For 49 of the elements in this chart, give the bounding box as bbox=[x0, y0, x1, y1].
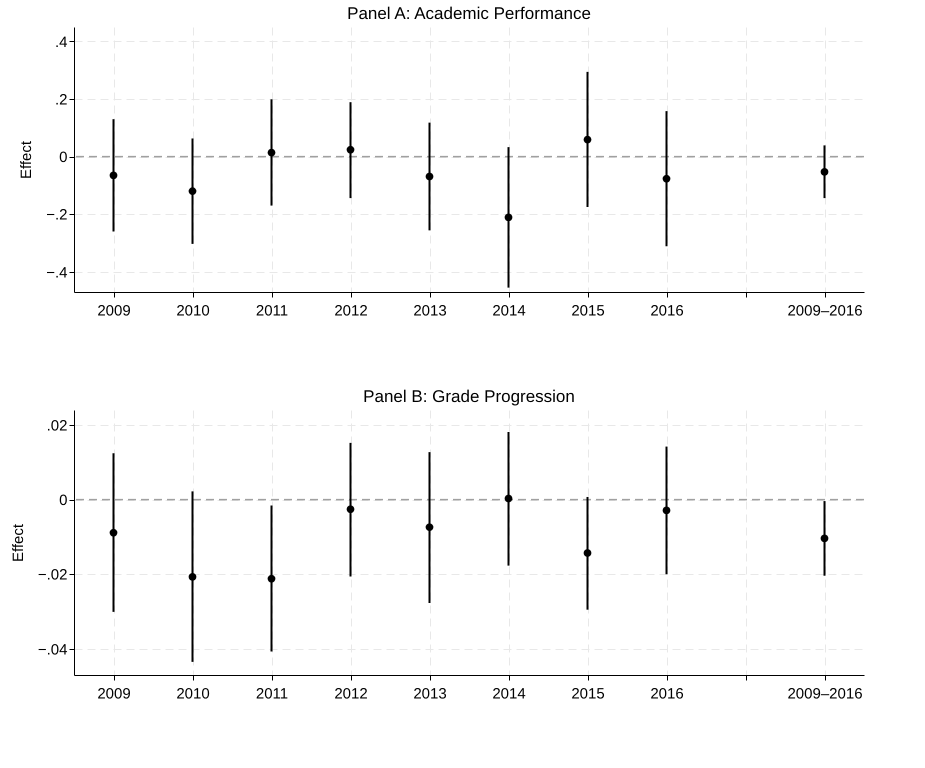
x-tick-label: 2016 bbox=[650, 686, 684, 702]
point bbox=[504, 494, 512, 502]
y-tick-label: −.02 bbox=[38, 566, 68, 584]
x-tick-label: 2012 bbox=[334, 302, 368, 320]
y-tick-label: −.4 bbox=[46, 264, 68, 282]
x-tick-label: 2013 bbox=[413, 302, 447, 320]
point bbox=[426, 172, 434, 180]
point bbox=[188, 572, 196, 581]
chart-title: Panel A: Academic Performance bbox=[347, 4, 591, 23]
point bbox=[584, 136, 592, 144]
x-tick-label: 2013 bbox=[413, 686, 447, 702]
y-tick-label: .2 bbox=[54, 92, 68, 109]
y-tick-label: −.04 bbox=[38, 641, 68, 658]
x-tick-label: 2014 bbox=[492, 686, 526, 702]
chart-title: Panel B: Grade Progression bbox=[363, 387, 575, 406]
point bbox=[110, 528, 118, 537]
point bbox=[268, 574, 276, 583]
point bbox=[188, 187, 196, 196]
y-tick-label: −.2 bbox=[46, 206, 68, 224]
point bbox=[346, 146, 354, 154]
y-axis-title: Effect bbox=[18, 140, 36, 180]
x-tick-label: 2016 bbox=[650, 302, 684, 320]
point bbox=[110, 171, 118, 180]
x-tick-label: 2015 bbox=[571, 686, 605, 702]
x-tick-label: 2014 bbox=[492, 302, 526, 320]
point bbox=[504, 214, 512, 222]
x-tick-label: 2009 bbox=[97, 686, 131, 702]
y-tick-label: 0 bbox=[59, 492, 68, 510]
point bbox=[662, 174, 670, 183]
point bbox=[584, 549, 592, 557]
point bbox=[426, 523, 434, 532]
x-tick-label: 2009 bbox=[97, 302, 131, 320]
y-tick-label: .02 bbox=[46, 417, 68, 434]
x-tick-label: 2011 bbox=[256, 686, 288, 702]
x-tick-label: 2012 bbox=[334, 686, 368, 702]
y-tick-label: 0 bbox=[59, 149, 68, 166]
x-tick-label: 2009–2016 bbox=[787, 302, 863, 320]
x-tick-label: 2015 bbox=[571, 302, 605, 320]
point bbox=[662, 506, 670, 514]
y-axis-title: Effect bbox=[10, 523, 27, 562]
x-tick-label: 2010 bbox=[176, 686, 210, 702]
point bbox=[268, 148, 276, 156]
x-tick-label: 2010 bbox=[176, 302, 210, 320]
x-tick-label: 2011 bbox=[256, 302, 288, 320]
point bbox=[346, 505, 354, 514]
y-tick-label: .4 bbox=[54, 34, 68, 51]
point bbox=[820, 534, 828, 542]
point bbox=[820, 168, 828, 176]
x-tick-label: 2009–2016 bbox=[787, 686, 863, 702]
